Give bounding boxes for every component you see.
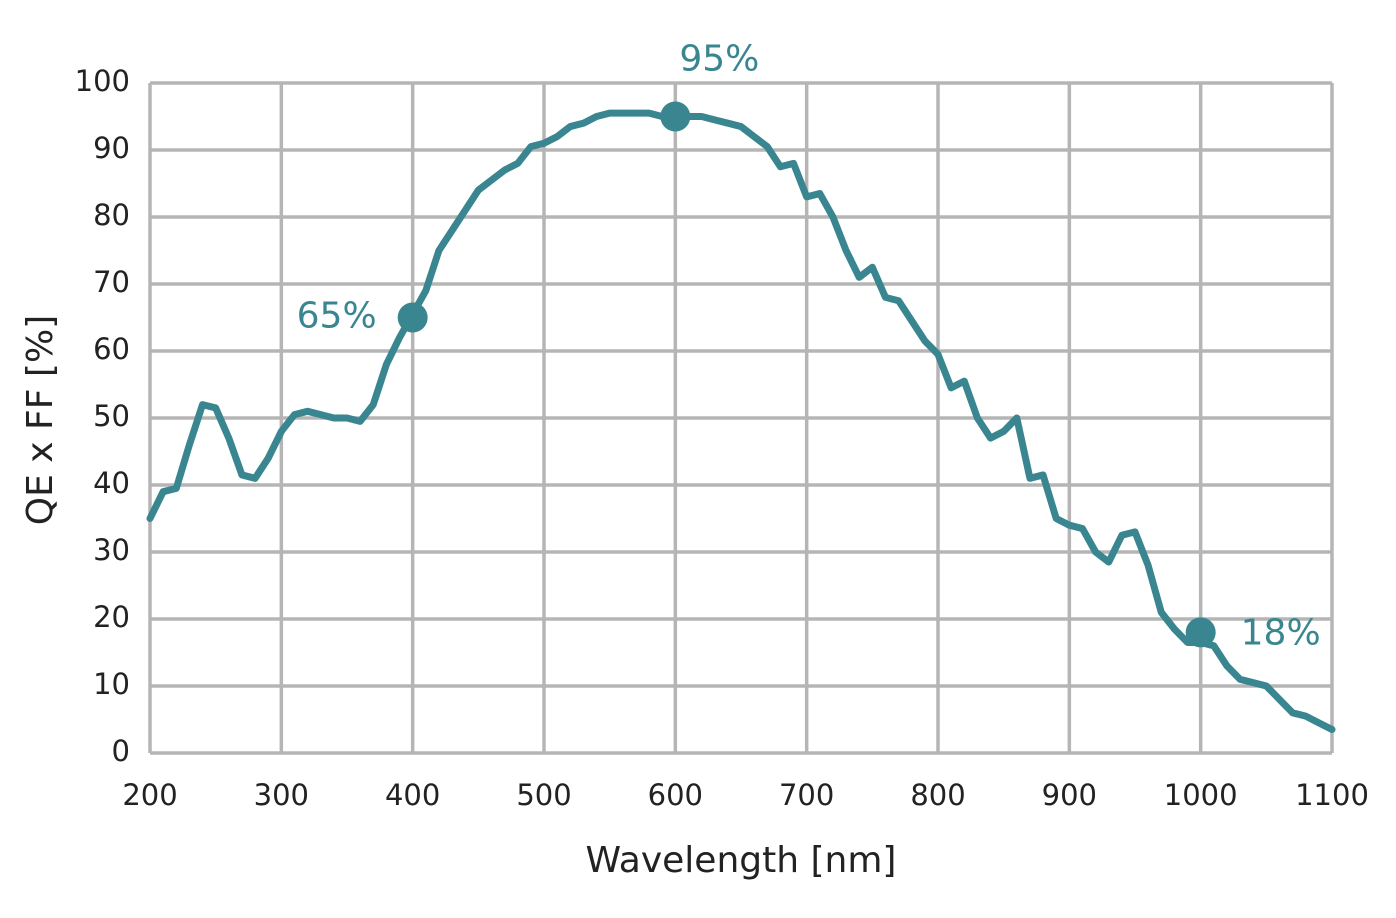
y-tick-label: 80 — [93, 198, 130, 232]
x-tick-label: 1000 — [1164, 778, 1238, 812]
y-tick-label: 10 — [93, 667, 130, 701]
y-tick-label: 90 — [93, 131, 130, 165]
y-tick-label: 20 — [93, 600, 130, 634]
x-tick-label: 200 — [122, 778, 177, 812]
data-line — [146, 109, 1336, 734]
x-tick-label: 600 — [648, 778, 703, 812]
x-tick-label: 500 — [516, 778, 571, 812]
marker — [1185, 617, 1216, 648]
annotation: 18% — [1241, 612, 1321, 653]
annotation: 65% — [297, 296, 377, 337]
x-tick-label: 700 — [779, 778, 834, 812]
y-tick-label: 50 — [93, 399, 130, 433]
marker — [660, 101, 691, 132]
y-tick-label: 0 — [112, 734, 130, 768]
annotation: 95% — [679, 39, 759, 80]
y-tick-label: 30 — [93, 533, 130, 567]
y-tick-label: 100 — [75, 64, 130, 98]
y-axis-label: QE x FF [%] — [20, 315, 61, 525]
x-tick-label: 900 — [1042, 778, 1097, 812]
x-tick-label: 300 — [254, 778, 309, 812]
x-tick-label: 1100 — [1295, 778, 1369, 812]
y-tick-label: 40 — [93, 466, 130, 500]
x-tick-label: 800 — [910, 778, 965, 812]
x-tick-label: 400 — [385, 778, 440, 812]
y-tick-label: 70 — [93, 265, 130, 299]
y-tick-label: 60 — [93, 332, 130, 366]
marker — [397, 302, 428, 333]
x-axis-label: Wavelength [nm] — [586, 840, 897, 881]
